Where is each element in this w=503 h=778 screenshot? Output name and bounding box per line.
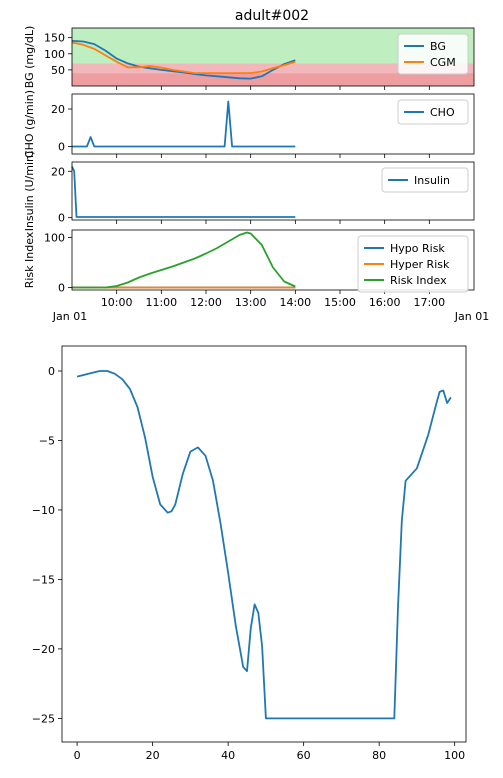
bg-panel: 50 100 150 BG (mg/dL) BG CGM: [23, 26, 475, 90]
axes-frame: [71, 161, 475, 221]
series-insulin-line: [71, 166, 296, 218]
legend-box: [397, 99, 469, 125]
x-tick-label: 10:00: [101, 296, 133, 309]
legend: CHO: [397, 99, 469, 125]
x-tick-label: 20: [146, 749, 160, 762]
y-axis-label: BG (mg/dL): [23, 26, 36, 88]
y-tick-label: −10: [32, 504, 55, 517]
legend-label: Risk Index: [390, 274, 447, 287]
insulin-panel: 0 20 Insulin (U/min) Insulin: [23, 151, 475, 232]
trajectory-line-0: [76, 370, 452, 720]
axes-frame: [71, 93, 475, 155]
x-tick-label: 40: [221, 749, 235, 762]
y-tick-label: 100: [44, 48, 65, 61]
series-risk-index-line: [72, 231, 296, 289]
y-tick-label: 0: [48, 365, 55, 378]
legend-label: CGM: [430, 56, 456, 69]
x-tick-label: 0: [74, 749, 81, 762]
y-axis-label: Risk Index: [23, 231, 36, 288]
y-tick-label: 0: [58, 282, 65, 295]
y-tick-label: −5: [39, 434, 55, 447]
x-date-label: Jan 01: [454, 310, 489, 323]
legend-box: [381, 167, 469, 193]
axes-frame: [71, 229, 475, 291]
y-tick-label: −20: [32, 643, 55, 656]
series-cho-line: [72, 100, 296, 148]
legend-label: CHO: [430, 106, 455, 119]
legend-label: BG: [430, 40, 446, 53]
legend-box: [357, 235, 469, 293]
x-tick-label: 100: [444, 749, 465, 762]
legend-label: Hyper Risk: [390, 258, 450, 271]
y-tick-label: 150: [44, 32, 65, 45]
x-tick-label: 11:00: [145, 296, 177, 309]
cho-panel: 0 20 CHO (g/min) CHO: [23, 90, 475, 158]
band-2: [72, 73, 474, 86]
x-tick-label: 15:00: [324, 296, 356, 309]
y-tick-label: 20: [51, 103, 65, 116]
axes-frame: [61, 345, 467, 743]
legend-box: [397, 33, 469, 75]
legend-label: Hypo Risk: [390, 242, 445, 255]
figure-title: adult#002: [235, 8, 309, 24]
axes-frame: [71, 27, 475, 87]
y-tick-label: −15: [32, 573, 55, 586]
y-tick-label: 0: [58, 141, 65, 154]
legend-label: Insulin: [414, 174, 450, 187]
trajectory-panel: 0 20 40 60 80 100 0 −5 −10 −15 −20 −25: [32, 345, 467, 762]
x-date-label: Jan 01: [52, 310, 87, 323]
y-tick-label: 100: [44, 232, 65, 245]
x-tick-label: 13:00: [235, 296, 267, 309]
x-tick-label: 17:00: [413, 296, 445, 309]
y-tick-label: 0: [58, 212, 65, 225]
x-tick-label: 14:00: [279, 296, 311, 309]
legend: Insulin: [381, 167, 469, 193]
legend: BG CGM: [397, 33, 469, 75]
legend: Hypo Risk Hyper Risk Risk Index: [357, 235, 469, 293]
x-tick-label: 16:00: [369, 296, 401, 309]
x-tick-label: 80: [372, 749, 386, 762]
y-tick-label: 50: [51, 64, 65, 77]
series-cgm-line: [71, 41, 296, 74]
series-bg-line: [71, 40, 296, 80]
y-axis-label: Insulin (U/min): [23, 151, 36, 232]
x-tick-label: 12:00: [190, 296, 222, 309]
y-tick-label: 20: [51, 165, 65, 178]
risk-panel: 0 100 Risk Index Hypo Risk Hyper Risk Risk In…: [23, 229, 489, 323]
y-tick-label: −25: [32, 712, 55, 725]
x-tick-label: 60: [297, 749, 311, 762]
y-axis-label: CHO (g/min): [23, 90, 36, 158]
